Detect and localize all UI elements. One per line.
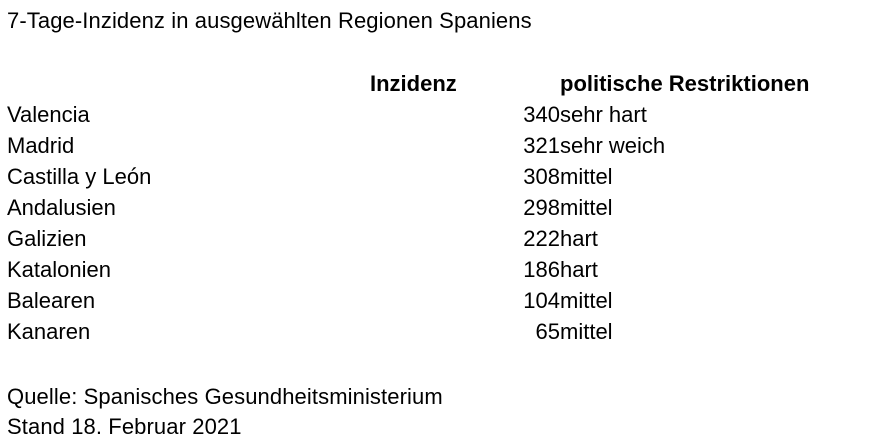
table-row: Castilla y León 308 mittel — [7, 161, 867, 192]
region-cell: Galizien — [7, 226, 87, 251]
table-row: Madrid 321 sehr weich — [7, 130, 867, 161]
region-cell: Balearen — [7, 288, 96, 313]
column-header-incidence: Inzidenz — [370, 71, 457, 96]
table-row: Galizien 222 hart — [7, 223, 867, 254]
incidence-cell: 340 — [523, 102, 560, 127]
incidence-cell: 321 — [523, 133, 560, 158]
source-line: Quelle: Spanisches Gesundheitsministeriu… — [7, 384, 443, 409]
region-cell: Valencia — [7, 102, 90, 127]
incidence-cell: 186 — [523, 257, 560, 282]
table-row: Valencia 340 sehr hart — [7, 99, 867, 130]
restriction-cell: hart — [560, 226, 598, 251]
restriction-cell: mittel — [560, 164, 613, 189]
restriction-cell: mittel — [560, 319, 613, 344]
incidence-cell: 65 — [535, 319, 560, 344]
region-cell: Andalusien — [7, 195, 116, 220]
table-row: Andalusien 298 mittel — [7, 192, 867, 223]
date-line: Stand 18. Februar 2021 — [7, 414, 242, 439]
region-cell: Katalonien — [7, 257, 111, 282]
restriction-cell: mittel — [560, 195, 613, 220]
restriction-cell: hart — [560, 257, 598, 282]
region-cell: Castilla y León — [7, 164, 152, 189]
incidence-cell: 222 — [523, 226, 560, 251]
table-row: Katalonien 186 hart — [7, 254, 867, 285]
incidence-cell: 104 — [523, 288, 560, 313]
region-cell: Kanaren — [7, 319, 91, 344]
column-header-region — [7, 68, 370, 99]
table-row: Kanaren 65 mittel — [7, 316, 867, 347]
column-header-restrictions: politische Restriktionen — [560, 71, 810, 96]
incidence-table: Inzidenz politische Restriktionen Valenc… — [7, 68, 867, 347]
restriction-cell: sehr hart — [560, 102, 647, 127]
restriction-cell: sehr weich — [560, 133, 666, 158]
table-header-row: Inzidenz politische Restriktionen — [7, 68, 867, 99]
page-title: 7-Tage-Inzidenz in ausgewählten Regionen… — [7, 8, 532, 33]
footer: Quelle: Spanisches Gesundheitsministeriu… — [7, 382, 872, 442]
region-cell: Madrid — [7, 133, 75, 158]
incidence-cell: 308 — [523, 164, 560, 189]
restriction-cell: mittel — [560, 288, 613, 313]
table-row: Balearen 104 mittel — [7, 285, 867, 316]
incidence-cell: 298 — [523, 195, 560, 220]
